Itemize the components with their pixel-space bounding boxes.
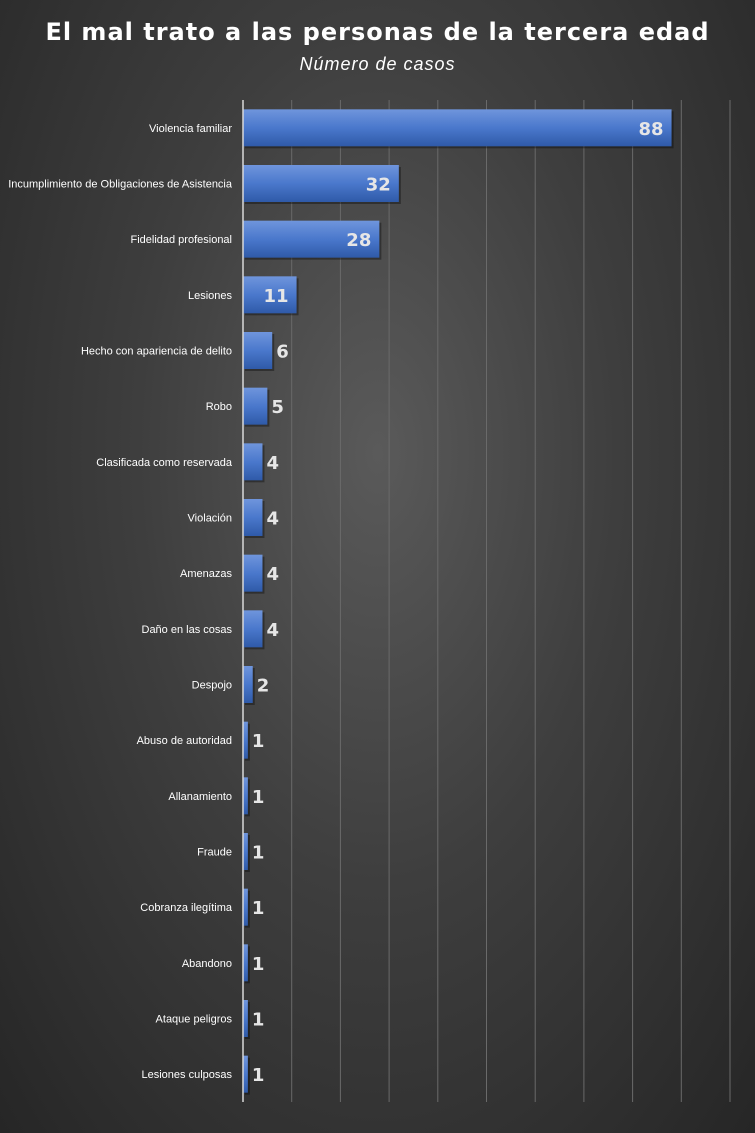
value-label: 4 xyxy=(266,509,279,530)
bar xyxy=(243,109,672,147)
category-label: Fraude xyxy=(197,847,232,859)
bar xyxy=(243,944,248,982)
value-label: 2 xyxy=(257,676,270,697)
category-label: Incumplimiento de Obligaciones de Asiste… xyxy=(8,179,233,191)
bar xyxy=(243,499,263,536)
bar xyxy=(243,220,380,258)
bar xyxy=(243,332,273,369)
category-label: Despojo xyxy=(192,680,232,692)
value-label: 1 xyxy=(252,731,265,752)
value-label: 4 xyxy=(266,564,279,585)
bar xyxy=(243,777,248,815)
category-label: Amenazas xyxy=(180,568,232,580)
value-label: 1 xyxy=(252,1065,265,1086)
bar xyxy=(243,276,297,314)
category-label: Cobranza ilegítima xyxy=(140,902,233,914)
value-label: 1 xyxy=(252,843,265,864)
category-label: Violación xyxy=(188,513,232,525)
value-label: 1 xyxy=(252,954,265,975)
bar xyxy=(243,1000,248,1037)
bar xyxy=(243,554,263,592)
value-label: 88 xyxy=(638,119,663,140)
chart-subtitle: Número de casos xyxy=(299,54,456,74)
value-label: 1 xyxy=(252,787,265,808)
bar xyxy=(243,610,263,648)
bar xyxy=(243,1055,248,1093)
value-label: 5 xyxy=(271,397,284,418)
value-label: 32 xyxy=(366,175,391,196)
value-label: 1 xyxy=(252,1010,265,1031)
category-label: Robo xyxy=(206,401,232,413)
chart-title: El mal trato a las personas de la tercer… xyxy=(45,18,710,46)
value-label: 28 xyxy=(346,230,371,251)
bar xyxy=(243,888,248,926)
bar xyxy=(243,165,399,202)
bar xyxy=(243,721,248,759)
category-label: Ataque peligros xyxy=(156,1014,233,1026)
value-label: 4 xyxy=(266,620,279,641)
category-label: Fidelidad profesional xyxy=(130,234,232,246)
value-label: 4 xyxy=(266,453,279,474)
gridlines xyxy=(291,100,731,1102)
value-label: 6 xyxy=(276,342,289,363)
category-label: Clasificada como reservada xyxy=(96,457,233,469)
bar xyxy=(243,443,263,481)
category-label: Allanamiento xyxy=(168,791,232,803)
category-label: Abandono xyxy=(182,958,232,970)
value-label: 11 xyxy=(264,286,289,307)
category-label: Violencia familiar xyxy=(149,123,232,135)
value-label: 1 xyxy=(252,898,265,919)
bar xyxy=(243,833,248,870)
category-label: Lesiones xyxy=(188,290,233,302)
bar xyxy=(243,387,268,425)
bar xyxy=(243,666,253,703)
category-label: Lesiones culposas xyxy=(141,1069,232,1081)
bars xyxy=(243,109,674,1095)
category-labels: Violencia familiar Incumplimiento de Obli… xyxy=(8,123,233,1081)
category-label: Daño en las cosas xyxy=(142,624,233,636)
category-label: Abuso de autoridad xyxy=(137,735,232,747)
category-label: Hecho con apariencia de delito xyxy=(81,346,232,358)
